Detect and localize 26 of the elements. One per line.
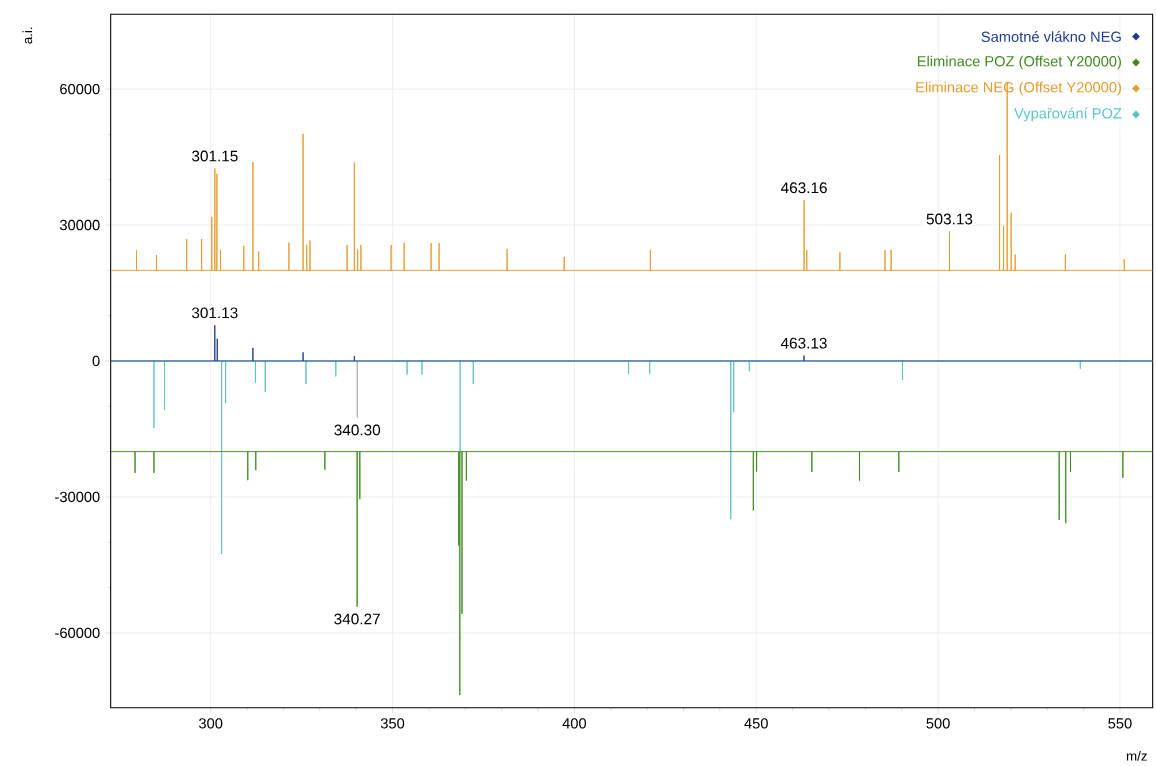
annotation: 503.13 [926, 213, 973, 225]
x-tick-label: 350 [380, 718, 405, 729]
y-tick-label: 60000 [60, 84, 100, 95]
x-tick-label: 400 [562, 718, 587, 729]
y-axis-title: a.i. [22, 27, 33, 44]
line-series [110, 82, 1153, 272]
y-tick-label: 30000 [59, 220, 100, 231]
line-series [110, 451, 1153, 696]
annotation: 463.16 [781, 182, 827, 194]
y-tick-label: -60000 [55, 627, 100, 639]
annotation: 463.13 [780, 337, 827, 349]
annotation: 301.13 [191, 307, 238, 319]
annotation: 340.30 [334, 424, 381, 436]
line-series [110, 324, 1153, 362]
y-tick-label: -30000 [55, 491, 100, 503]
x-tick-label: 300 [199, 718, 223, 729]
x-axis-title: m/z [1126, 751, 1147, 761]
legend-label: Samotné vlákno NEG [981, 31, 1121, 43]
annotation: 301.15 [192, 150, 238, 162]
x-tick-label: 500 [926, 718, 950, 729]
x-tick-label: 550 [1108, 718, 1132, 729]
x-tick-label: 450 [744, 718, 768, 729]
legend-label: Eliminace POZ (Offset Y20000) [917, 55, 1121, 70]
y-tick-label: 0 [92, 356, 100, 367]
annotation: 340.27 [334, 613, 380, 625]
legend-label: Vypařování POZ [1014, 107, 1122, 122]
